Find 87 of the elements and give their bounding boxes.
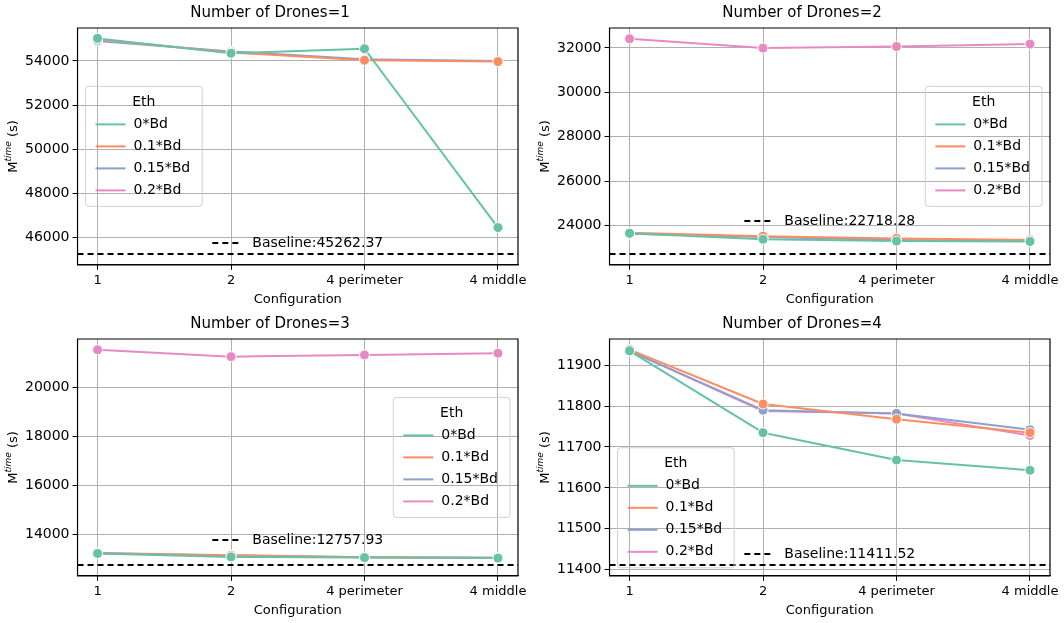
point — [359, 43, 371, 55]
x-tick-label: 2 — [758, 582, 768, 598]
legend-label: 0*Bd — [441, 426, 476, 443]
y-tick-label: 11800 — [556, 396, 602, 413]
y-tick-label: 11600 — [556, 478, 602, 495]
chart-title: Number of Drones=2 — [722, 2, 882, 21]
y-tick-label: 24000 — [556, 216, 602, 233]
y-axis-title: Mtime (s) — [535, 431, 553, 484]
x-tick-label: 4 perimeter — [326, 582, 404, 598]
x-tick-label: 4 perimeter — [858, 271, 936, 287]
legend-label: 0.1*Bd — [441, 448, 490, 465]
y-tick-label: 48000 — [24, 184, 70, 201]
y-tick-label: 32000 — [556, 38, 602, 55]
point — [757, 42, 769, 54]
legend-label: 0.15*Bd — [441, 470, 499, 487]
legend-label: 0.1*Bd — [133, 137, 182, 154]
point — [891, 454, 903, 466]
legend-label: 0.2*Bd — [133, 181, 182, 198]
y-axis-title: Mtime (s) — [3, 431, 21, 484]
legend-label: 0*Bd — [665, 476, 700, 493]
y-tick-label: 18000 — [24, 427, 70, 444]
legend-label: 0.2*Bd — [665, 542, 714, 559]
legend-label: 0.15*Bd — [665, 520, 723, 537]
point — [891, 413, 903, 425]
legend-title: Eth — [664, 454, 688, 471]
legend-label: 0.1*Bd — [665, 498, 714, 515]
chart-title: Number of Drones=4 — [722, 313, 882, 332]
x-tick-label: 1 — [625, 582, 634, 598]
legend-label: Baseline:11411.52 — [784, 544, 916, 561]
y-tick-label: 30000 — [556, 82, 602, 99]
point — [359, 349, 371, 361]
chart-title: Number of Drones=3 — [190, 313, 350, 332]
y-axis-title: Mtime (s) — [535, 120, 553, 173]
point — [492, 347, 504, 359]
x-tick-label: 2 — [226, 271, 236, 287]
legend-title: Eth — [972, 93, 996, 110]
y-tick-label: 11400 — [556, 560, 602, 577]
y-tick-label: 52000 — [24, 95, 70, 112]
x-tick-label: 4 middle — [469, 271, 527, 287]
x-axis-title: Configuration — [253, 290, 342, 306]
x-axis-title: Configuration — [785, 290, 874, 306]
legend-label: 0.2*Bd — [973, 181, 1022, 198]
legend-label: Baseline:22718.28 — [784, 211, 916, 228]
y-tick-label: 11700 — [556, 437, 602, 454]
legend-title: Eth — [132, 93, 156, 110]
y-tick-label: 14000 — [24, 525, 70, 542]
y-tick-label: 50000 — [24, 139, 70, 156]
point — [225, 351, 237, 363]
legend-label: 0.15*Bd — [973, 159, 1031, 176]
y-tick-label: 46000 — [24, 228, 70, 245]
point — [92, 344, 104, 356]
x-tick-label: 4 middle — [469, 582, 527, 598]
point — [624, 33, 636, 45]
legend-label: 0*Bd — [973, 115, 1008, 132]
x-tick-label: 1 — [93, 582, 102, 598]
y-tick-label: 28000 — [556, 127, 602, 144]
x-tick-label: 1 — [93, 271, 102, 287]
legend-label: Baseline:45262.37 — [252, 233, 384, 250]
point — [1024, 38, 1036, 50]
x-tick-label: 2 — [226, 582, 236, 598]
y-tick-label: 16000 — [24, 476, 70, 493]
x-tick-label: 1 — [625, 271, 634, 287]
point — [757, 427, 769, 439]
x-tick-label: 4 perimeter — [858, 582, 936, 598]
y-axis-title: Mtime (s) — [3, 120, 21, 173]
x-tick-label: 4 middle — [1001, 271, 1059, 287]
y-tick-label: 11900 — [556, 355, 602, 372]
point — [1024, 464, 1036, 476]
y-tick-label: 20000 — [24, 377, 70, 394]
point — [492, 222, 504, 234]
y-tick-label: 11500 — [556, 519, 602, 536]
x-axis-title: Configuration — [785, 601, 874, 617]
legend-label: 0*Bd — [133, 115, 168, 132]
x-axis-title: Configuration — [253, 601, 342, 617]
point — [757, 398, 769, 410]
legend-label: 0.2*Bd — [441, 492, 490, 509]
x-tick-label: 4 perimeter — [326, 271, 404, 287]
legend-title: Eth — [440, 404, 464, 421]
legend-label: Baseline:12757.93 — [252, 530, 384, 547]
x-tick-label: 2 — [758, 271, 768, 287]
legend-label: 0.1*Bd — [973, 137, 1022, 154]
legend-label: 0.15*Bd — [133, 159, 191, 176]
y-tick-label: 26000 — [556, 171, 602, 188]
point — [891, 41, 903, 53]
y-tick-label: 54000 — [24, 51, 70, 68]
chart-title: Number of Drones=1 — [190, 2, 350, 21]
x-tick-label: 4 middle — [1001, 582, 1059, 598]
